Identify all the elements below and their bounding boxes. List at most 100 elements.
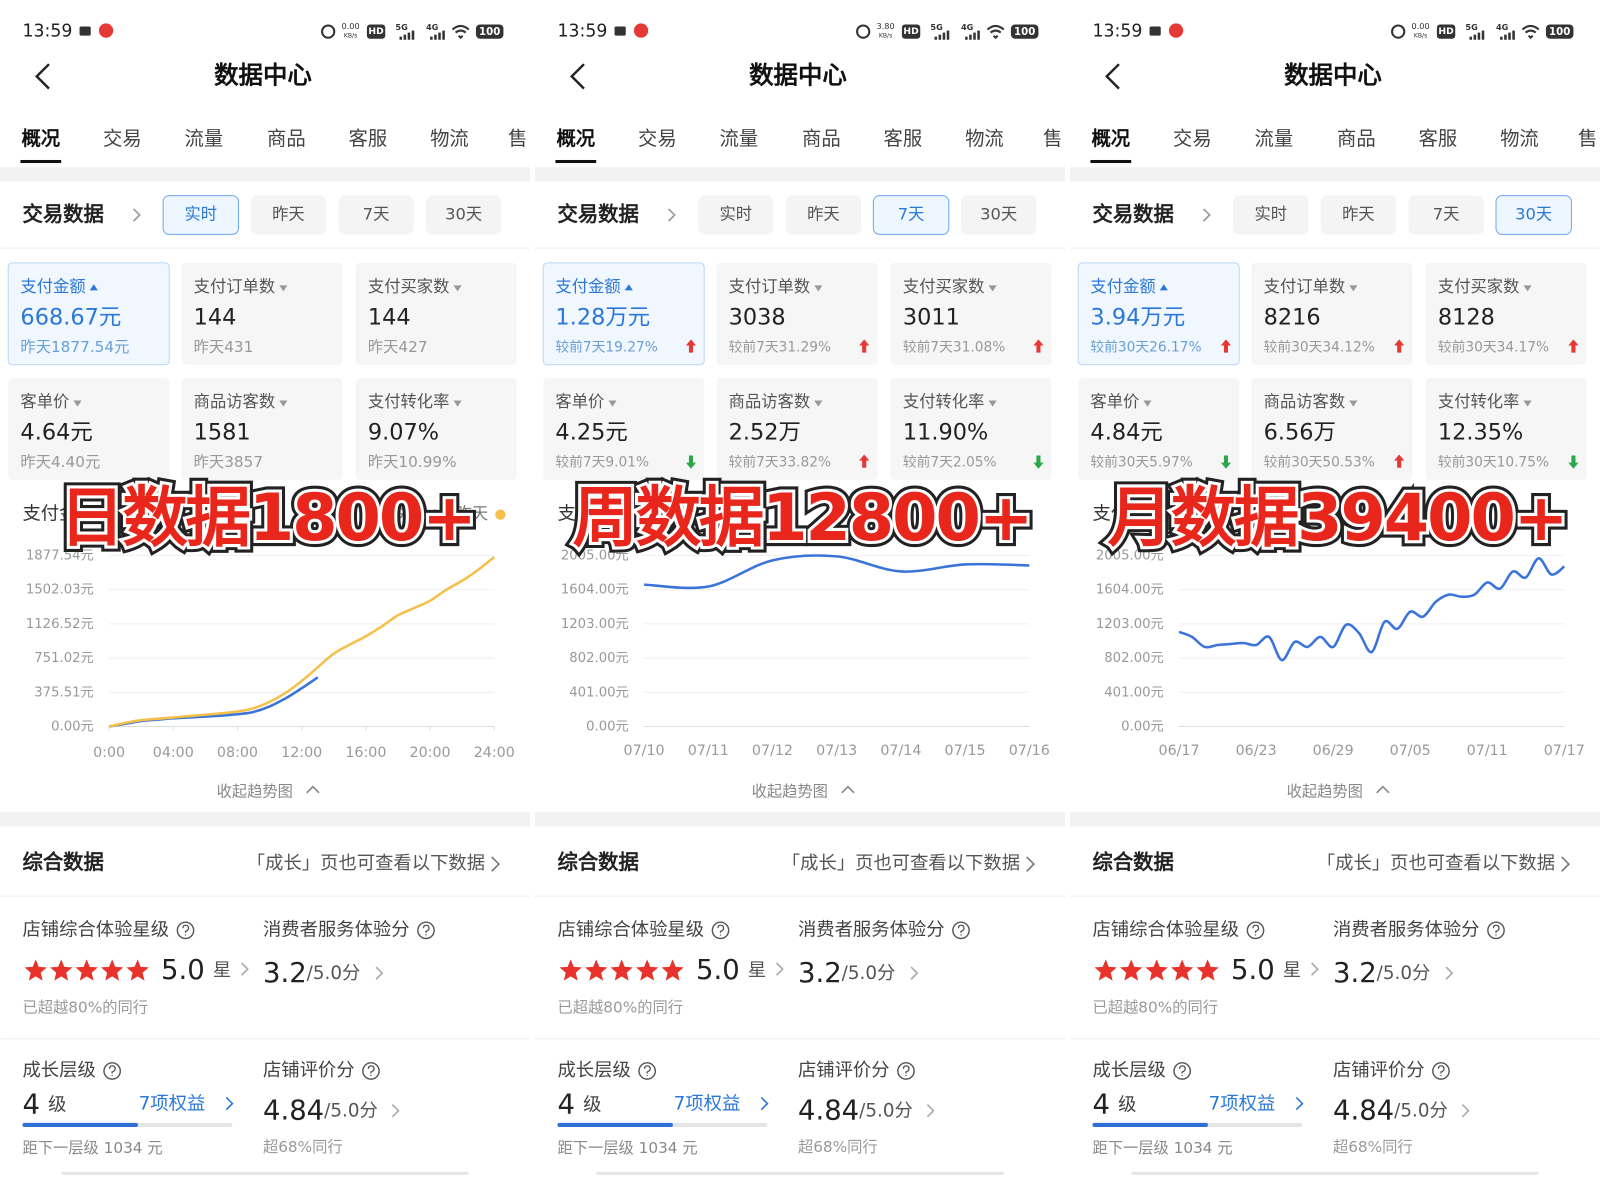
back-button[interactable] <box>35 63 50 90</box>
benefits-link[interactable]: 7项权益 <box>674 1094 741 1115</box>
metric-caret <box>279 285 288 292</box>
metric-card[interactable] <box>1425 262 1587 365</box>
tab[interactable]: 物流 <box>430 127 469 150</box>
tab[interactable]: 流量 <box>1255 127 1294 150</box>
tab[interactable]: 流量 <box>720 127 759 150</box>
tab[interactable]: 客服 <box>1419 127 1458 150</box>
metric-card[interactable] <box>8 378 170 480</box>
period-label[interactable]: 昨天 <box>272 205 305 224</box>
period-label[interactable]: 实时 <box>720 205 753 224</box>
period-button[interactable] <box>250 195 327 235</box>
period-button[interactable] <box>961 195 1037 235</box>
metric-card[interactable] <box>542 262 705 366</box>
period-button[interactable] <box>785 195 862 235</box>
metric-card[interactable] <box>716 378 878 480</box>
tab-underline <box>555 159 597 164</box>
tab[interactable]: 概况 <box>556 127 595 150</box>
metric-card[interactable] <box>890 262 1052 365</box>
tab[interactable]: 物流 <box>965 127 1004 150</box>
metric-label: 支付转化率 <box>368 392 449 411</box>
review-score: 4.84/5.0分 <box>798 1095 913 1127</box>
period-button[interactable] <box>1495 195 1572 235</box>
tab[interactable]: 物流 <box>1500 127 1539 150</box>
period-button[interactable] <box>426 195 502 235</box>
period-button[interactable] <box>872 195 950 235</box>
metric-label: 支付金额 <box>1090 277 1155 296</box>
period-label[interactable]: 7天 <box>898 205 925 224</box>
tab[interactable]: 交易 <box>103 127 142 150</box>
summary-hint[interactable]: 「成长」页也可查看以下数据 <box>782 853 1020 874</box>
tab[interactable]: 商品 <box>1337 127 1376 150</box>
tab[interactable]: 流量 <box>185 127 224 150</box>
period-label[interactable]: 30天 <box>445 205 482 224</box>
metric-card[interactable] <box>1077 262 1240 366</box>
tab[interactable]: 售 <box>508 127 527 150</box>
signal-bar <box>407 32 411 40</box>
period-label[interactable]: 实时 <box>1255 205 1288 224</box>
metric-card[interactable] <box>890 378 1052 480</box>
x-tick-label: 07/14 <box>880 743 921 759</box>
period-button[interactable] <box>698 195 774 235</box>
metric-card[interactable] <box>1425 378 1587 480</box>
metric-card[interactable] <box>181 262 343 365</box>
benefits-link[interactable]: 7项权益 <box>1209 1094 1276 1115</box>
metric-label: 支付订单数 <box>1264 277 1345 296</box>
period-button[interactable] <box>1233 195 1309 235</box>
period-label[interactable]: 7天 <box>1433 205 1460 224</box>
tab[interactable]: 售 <box>1043 127 1062 150</box>
metric-card[interactable] <box>7 262 170 366</box>
metric-card[interactable] <box>1078 378 1240 480</box>
star-note: 已超越80%的同行 <box>1092 998 1218 1016</box>
period-button[interactable] <box>338 195 414 235</box>
tab[interactable]: 商品 <box>802 127 841 150</box>
metric-label: 商品访客数 <box>1264 392 1345 411</box>
tab[interactable]: 客服 <box>349 127 388 150</box>
back-button[interactable] <box>570 63 585 90</box>
tab[interactable]: 商品 <box>267 127 306 150</box>
period-button[interactable] <box>1408 195 1484 235</box>
period-label[interactable]: 30天 <box>1515 205 1552 224</box>
tab[interactable]: 概况 <box>1091 127 1130 150</box>
scroll-indicator <box>596 1171 1004 1175</box>
period-label[interactable]: 昨天 <box>1342 205 1375 224</box>
tab[interactable]: 概况 <box>21 127 60 150</box>
collapse-link[interactable]: 收起趋势图 <box>1287 782 1363 800</box>
period-button[interactable] <box>1320 195 1397 235</box>
collapse-link[interactable]: 收起趋势图 <box>217 782 293 800</box>
summary-hint[interactable]: 「成长」页也可查看以下数据 <box>1317 853 1555 874</box>
tab[interactable]: 交易 <box>638 127 677 150</box>
metric-card[interactable] <box>355 378 517 480</box>
benefits-link[interactable]: 7项权益 <box>139 1094 206 1115</box>
tab[interactable]: 交易 <box>1173 127 1212 150</box>
period-label[interactable]: 实时 <box>185 205 218 224</box>
period-label[interactable]: 昨天 <box>807 205 840 224</box>
info-icon-mark <box>902 1065 910 1077</box>
chevron-icon <box>132 208 141 222</box>
period-label[interactable]: 30天 <box>980 205 1017 224</box>
info-icon <box>897 1062 915 1080</box>
back-button[interactable] <box>1105 63 1120 90</box>
chart-title: 支付金额 <box>1092 504 1165 525</box>
review-note: 超68%同行 <box>798 1138 878 1156</box>
metric-label: 商品访客数 <box>729 392 810 411</box>
metric-card[interactable] <box>1251 378 1413 480</box>
collapse-link[interactable]: 收起趋势图 <box>752 782 828 800</box>
overlay-outline: 周数据12800+ <box>573 480 1032 556</box>
metric-card[interactable] <box>1251 262 1413 365</box>
metric-card[interactable] <box>716 262 878 365</box>
service-score: 3.2/5.0分 <box>263 957 360 989</box>
chevron-icon <box>240 962 249 976</box>
summary-hint[interactable]: 「成长」页也可查看以下数据 <box>247 853 485 874</box>
tab[interactable]: 客服 <box>884 127 923 150</box>
metric-card[interactable] <box>355 262 517 365</box>
metric-label: 支付转化率 <box>1438 392 1519 411</box>
tab[interactable]: 售 <box>1578 127 1597 150</box>
period-button[interactable] <box>162 195 240 235</box>
metric-card[interactable] <box>543 378 705 480</box>
signal-bar <box>942 32 946 40</box>
info-icon <box>1173 1062 1192 1080</box>
period-label[interactable]: 7天 <box>363 205 390 224</box>
metric-card[interactable] <box>181 378 343 480</box>
